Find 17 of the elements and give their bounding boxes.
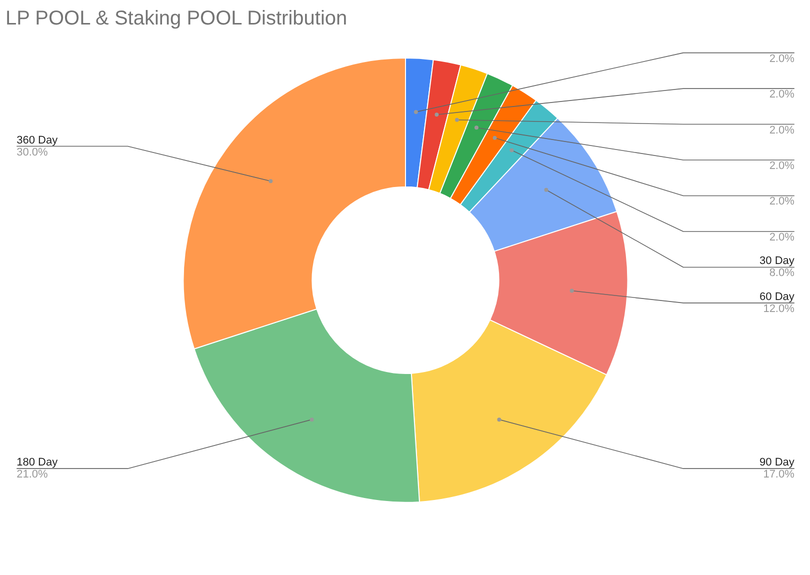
data-label: 2.0%	[769, 124, 795, 136]
data-label: 2.0%	[769, 52, 795, 65]
data-label: 8.0%	[769, 267, 795, 280]
slice-label: 90 Day	[760, 456, 795, 469]
data-label: 12.0%	[763, 302, 795, 315]
data-label: 2.0%	[769, 88, 795, 101]
data-label: 2.0%	[769, 160, 795, 172]
slice-label: 360 Day	[16, 134, 58, 146]
slice-label: 30 Day	[760, 255, 795, 268]
data-label: 17.0%	[763, 468, 795, 481]
data-label: 21.0%	[16, 468, 48, 481]
data-label: 2.0%	[769, 196, 795, 208]
chart-title: LP POOL & Staking POOL Distribution	[6, 8, 348, 30]
data-label: 2.0%	[769, 231, 795, 244]
slice-label: 180 Day	[16, 456, 58, 469]
slice-label: 60 Day	[760, 290, 795, 303]
data-label: 30.0%	[16, 146, 48, 158]
